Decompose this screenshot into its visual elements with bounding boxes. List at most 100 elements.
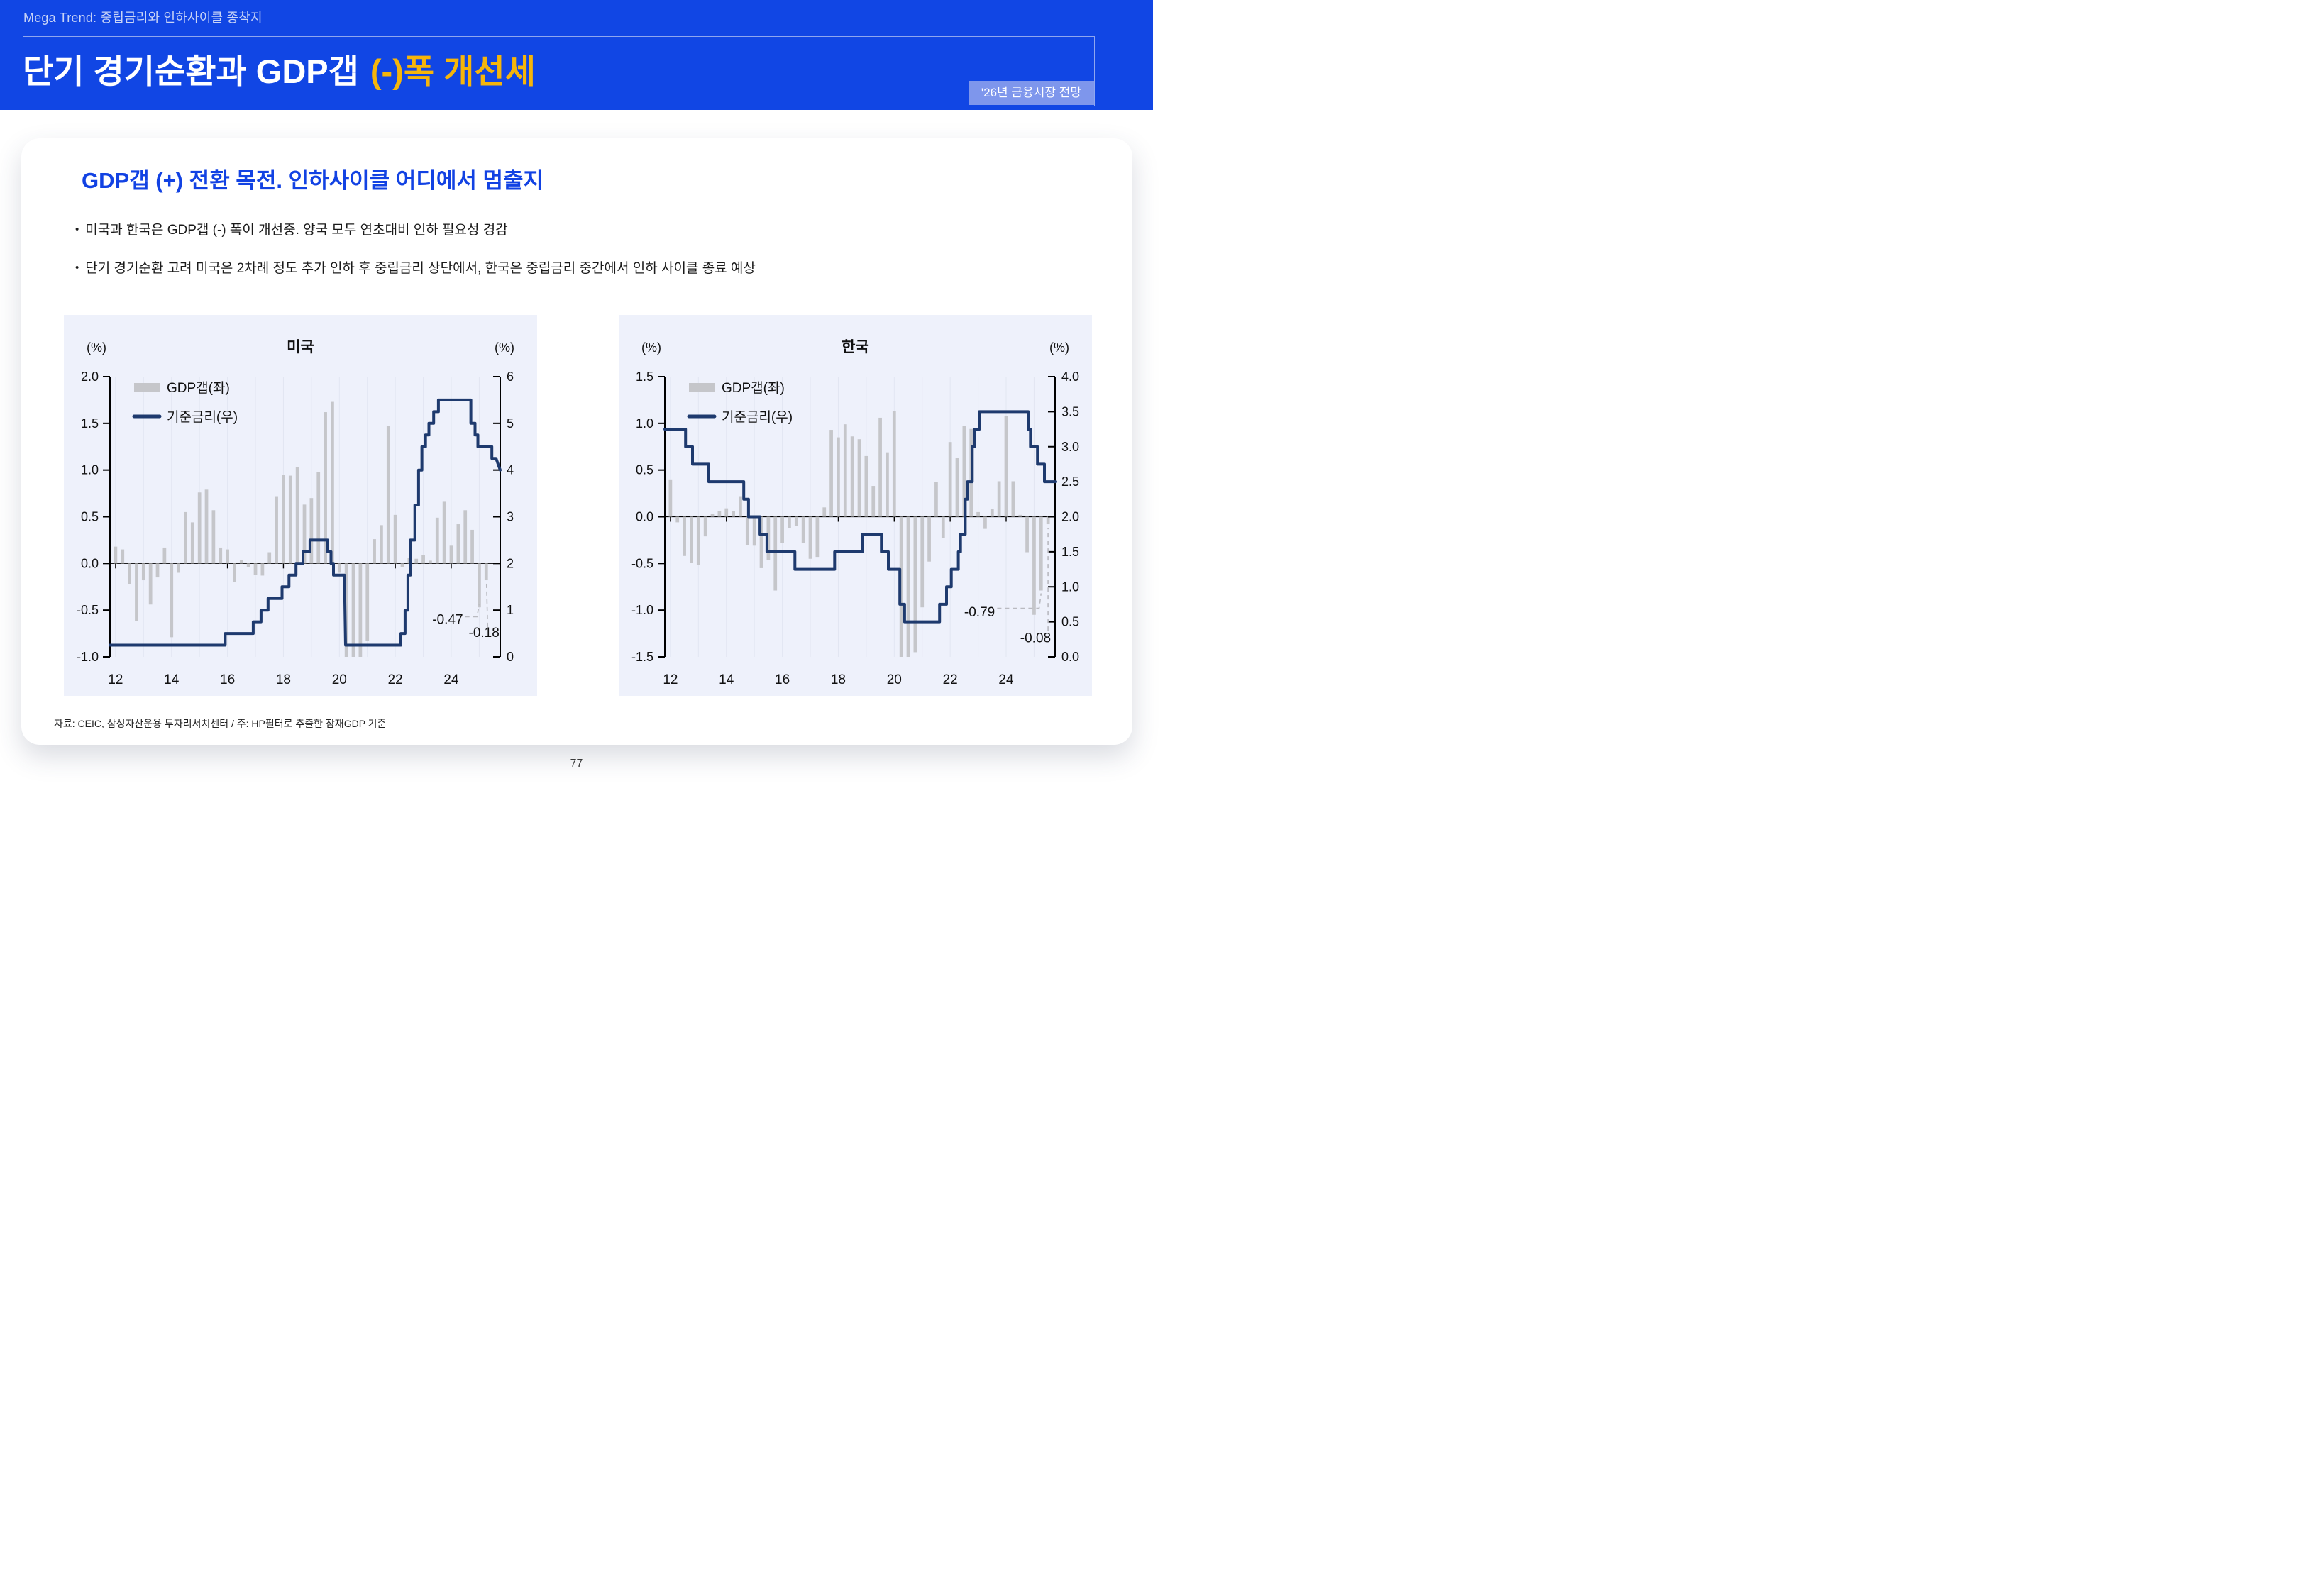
svg-text:0.5: 0.5 xyxy=(1061,615,1079,629)
svg-text:12: 12 xyxy=(108,672,123,687)
svg-text:2.5: 2.5 xyxy=(1061,475,1079,489)
svg-text:16: 16 xyxy=(220,672,235,687)
svg-text:0.5: 0.5 xyxy=(636,463,653,477)
svg-text:-1.5: -1.5 xyxy=(631,650,653,664)
svg-text:1.0: 1.0 xyxy=(636,416,653,431)
svg-text:3.5: 3.5 xyxy=(1061,404,1079,419)
chart-title: 미국 (%) (%) xyxy=(87,339,514,355)
bullet-item: • 미국과 한국은 GDP갭 (-) 폭이 개선중. 양국 모두 연초대비 인하 … xyxy=(75,219,756,238)
svg-text:12: 12 xyxy=(663,672,678,687)
bullet-dot: • xyxy=(75,262,79,274)
svg-text:22: 22 xyxy=(388,672,403,687)
header-rule-box xyxy=(23,36,1095,106)
content-card: GDP갭 (+) 전환 목전. 인하사이클 어디에서 멈출지 • 미국과 한국은 … xyxy=(21,138,1132,745)
svg-text:-0.5: -0.5 xyxy=(77,603,99,617)
bullet-dot: • xyxy=(75,223,79,235)
svg-text:2: 2 xyxy=(507,556,514,570)
svg-text:4: 4 xyxy=(507,463,514,477)
svg-text:1: 1 xyxy=(507,603,514,617)
svg-text:1.0: 1.0 xyxy=(1061,580,1079,594)
svg-text:1.5: 1.5 xyxy=(81,416,99,431)
svg-text:0.0: 0.0 xyxy=(636,510,653,524)
svg-text:1.0: 1.0 xyxy=(81,463,99,477)
zero-line xyxy=(665,516,1055,522)
svg-text:20: 20 xyxy=(887,672,902,687)
svg-text:3.0: 3.0 xyxy=(1061,440,1079,454)
svg-text:3: 3 xyxy=(507,510,514,524)
page-title-main: 단기 경기순환과 GDP갭 xyxy=(23,52,359,90)
page-title-accent: (-)폭 개선세 xyxy=(370,52,536,90)
svg-text:-0.47: -0.47 xyxy=(432,612,463,627)
svg-text:24: 24 xyxy=(443,672,459,687)
svg-text:20: 20 xyxy=(332,672,347,687)
svg-text:2.0: 2.0 xyxy=(1061,510,1079,524)
bullet-list: • 미국과 한국은 GDP갭 (-) 폭이 개선중. 양국 모두 연초대비 인하 … xyxy=(75,219,756,296)
source-note: 자료: CEIC, 삼성자산운용 투자리서치센터 / 주: HP필터로 추출한 … xyxy=(54,718,387,729)
x-axis-labels: 12 14 16 18 20 22 24 xyxy=(663,672,1014,687)
chart-panel-us: 2.0 1.5 1.0 0.5 0.0 -0.5 -1.0 6 5 4 3 2 1 0 12 14 16 18 20… xyxy=(64,315,537,696)
bullet-text: 미국과 한국은 GDP갭 (-) 폭이 개선중. 양국 모두 연초대비 인하 필… xyxy=(85,223,508,238)
svg-text:0.0: 0.0 xyxy=(81,556,99,570)
svg-text:(%): (%) xyxy=(641,340,661,355)
svg-text:-1.0: -1.0 xyxy=(77,650,99,664)
annotation: -0.79 xyxy=(964,593,1042,620)
forecast-badge: '26년 금융시장 전망 xyxy=(968,81,1094,105)
svg-text:(%): (%) xyxy=(87,340,106,355)
policy-rate-line xyxy=(663,410,1057,624)
svg-text:1.5: 1.5 xyxy=(636,370,653,384)
svg-text:-0.08: -0.08 xyxy=(1020,631,1051,646)
kr-chart: 1.5 1.0 0.5 0.0 -0.5 -1.0 -1.5 4.0 3.5 3.0 2.5 2.0 1… xyxy=(631,339,1079,687)
annotation: -0.47 xyxy=(432,604,480,627)
svg-text:18: 18 xyxy=(276,672,291,687)
y-axis-right: 6 5 4 3 2 1 0 xyxy=(493,370,514,664)
y-axis-left: 2.0 1.5 1.0 0.5 0.0 -0.5 -1.0 xyxy=(77,370,111,664)
svg-text:0.0: 0.0 xyxy=(1061,650,1079,664)
svg-text:-0.79: -0.79 xyxy=(964,605,995,620)
svg-text:1.5: 1.5 xyxy=(1061,545,1079,559)
legend: GDP갭(좌) 기준금리(우) xyxy=(132,380,238,425)
chart-panel-kr: 1.5 1.0 0.5 0.0 -0.5 -1.0 -1.5 4.0 3.5 3.0 2.5 2.0 1… xyxy=(619,315,1092,696)
x-axis-labels: 12 14 16 18 20 22 24 xyxy=(108,672,459,687)
svg-text:16: 16 xyxy=(775,672,790,687)
annotation: -0.08 xyxy=(1020,528,1051,646)
chart-title: 한국 (%) (%) xyxy=(641,339,1069,355)
y-axis-right: 4.0 3.5 3.0 2.5 2.0 1.5 1.0 0.5 0.0 xyxy=(1048,370,1079,664)
svg-text:-0.5: -0.5 xyxy=(631,556,653,570)
svg-text:(%): (%) xyxy=(495,340,514,355)
svg-text:4.0: 4.0 xyxy=(1061,370,1079,384)
card-heading: GDP갭 (+) 전환 목전. 인하사이클 어디에서 멈출지 xyxy=(82,168,544,193)
bullet-item: • 단기 경기순환 고려 미국은 2차례 정도 추가 인하 후 중립금리 상단에서… xyxy=(75,257,756,277)
svg-text:(%): (%) xyxy=(1049,340,1069,355)
gdp-gap-bars xyxy=(114,401,488,657)
svg-text:14: 14 xyxy=(719,672,734,687)
page-title: 단기 경기순환과 GDP갭 (-)폭 개선세 xyxy=(23,44,536,93)
svg-text:GDP갭(좌): GDP갭(좌) xyxy=(722,380,785,396)
svg-text:18: 18 xyxy=(831,672,846,687)
svg-text:2.0: 2.0 xyxy=(81,370,99,384)
annotation: -0.18 xyxy=(469,582,500,641)
svg-text:기준금리(우): 기준금리(우) xyxy=(722,409,793,425)
svg-text:-0.18: -0.18 xyxy=(469,626,500,641)
svg-text:22: 22 xyxy=(943,672,958,687)
policy-rate-line xyxy=(109,398,502,647)
y-axis-left: 1.5 1.0 0.5 0.0 -0.5 -1.0 -1.5 xyxy=(631,370,666,664)
svg-text:기준금리(우): 기준금리(우) xyxy=(167,409,238,425)
slide-header: Mega Trend: 중립금리와 인하사이클 종착지 단기 경기순환과 GDP… xyxy=(0,0,1153,110)
svg-text:한국: 한국 xyxy=(842,339,869,355)
svg-text:24: 24 xyxy=(998,672,1014,687)
svg-text:미국: 미국 xyxy=(287,339,314,355)
svg-text:14: 14 xyxy=(164,672,180,687)
page-number: 77 xyxy=(570,758,583,770)
svg-text:0.5: 0.5 xyxy=(81,510,99,524)
svg-text:0: 0 xyxy=(507,650,514,664)
svg-text:GDP갭(좌): GDP갭(좌) xyxy=(167,380,230,396)
zero-line xyxy=(110,563,500,569)
svg-text:6: 6 xyxy=(507,370,514,384)
svg-text:-1.0: -1.0 xyxy=(631,603,653,617)
gdp-gap-bars xyxy=(668,411,1050,657)
legend: GDP갭(좌) 기준금리(우) xyxy=(687,380,793,425)
header-kicker: Mega Trend: 중립금리와 인하사이클 종착지 xyxy=(23,11,263,25)
svg-text:5: 5 xyxy=(507,416,514,431)
bullet-text: 단기 경기순환 고려 미국은 2차례 정도 추가 인하 후 중립금리 상단에서,… xyxy=(85,261,756,276)
